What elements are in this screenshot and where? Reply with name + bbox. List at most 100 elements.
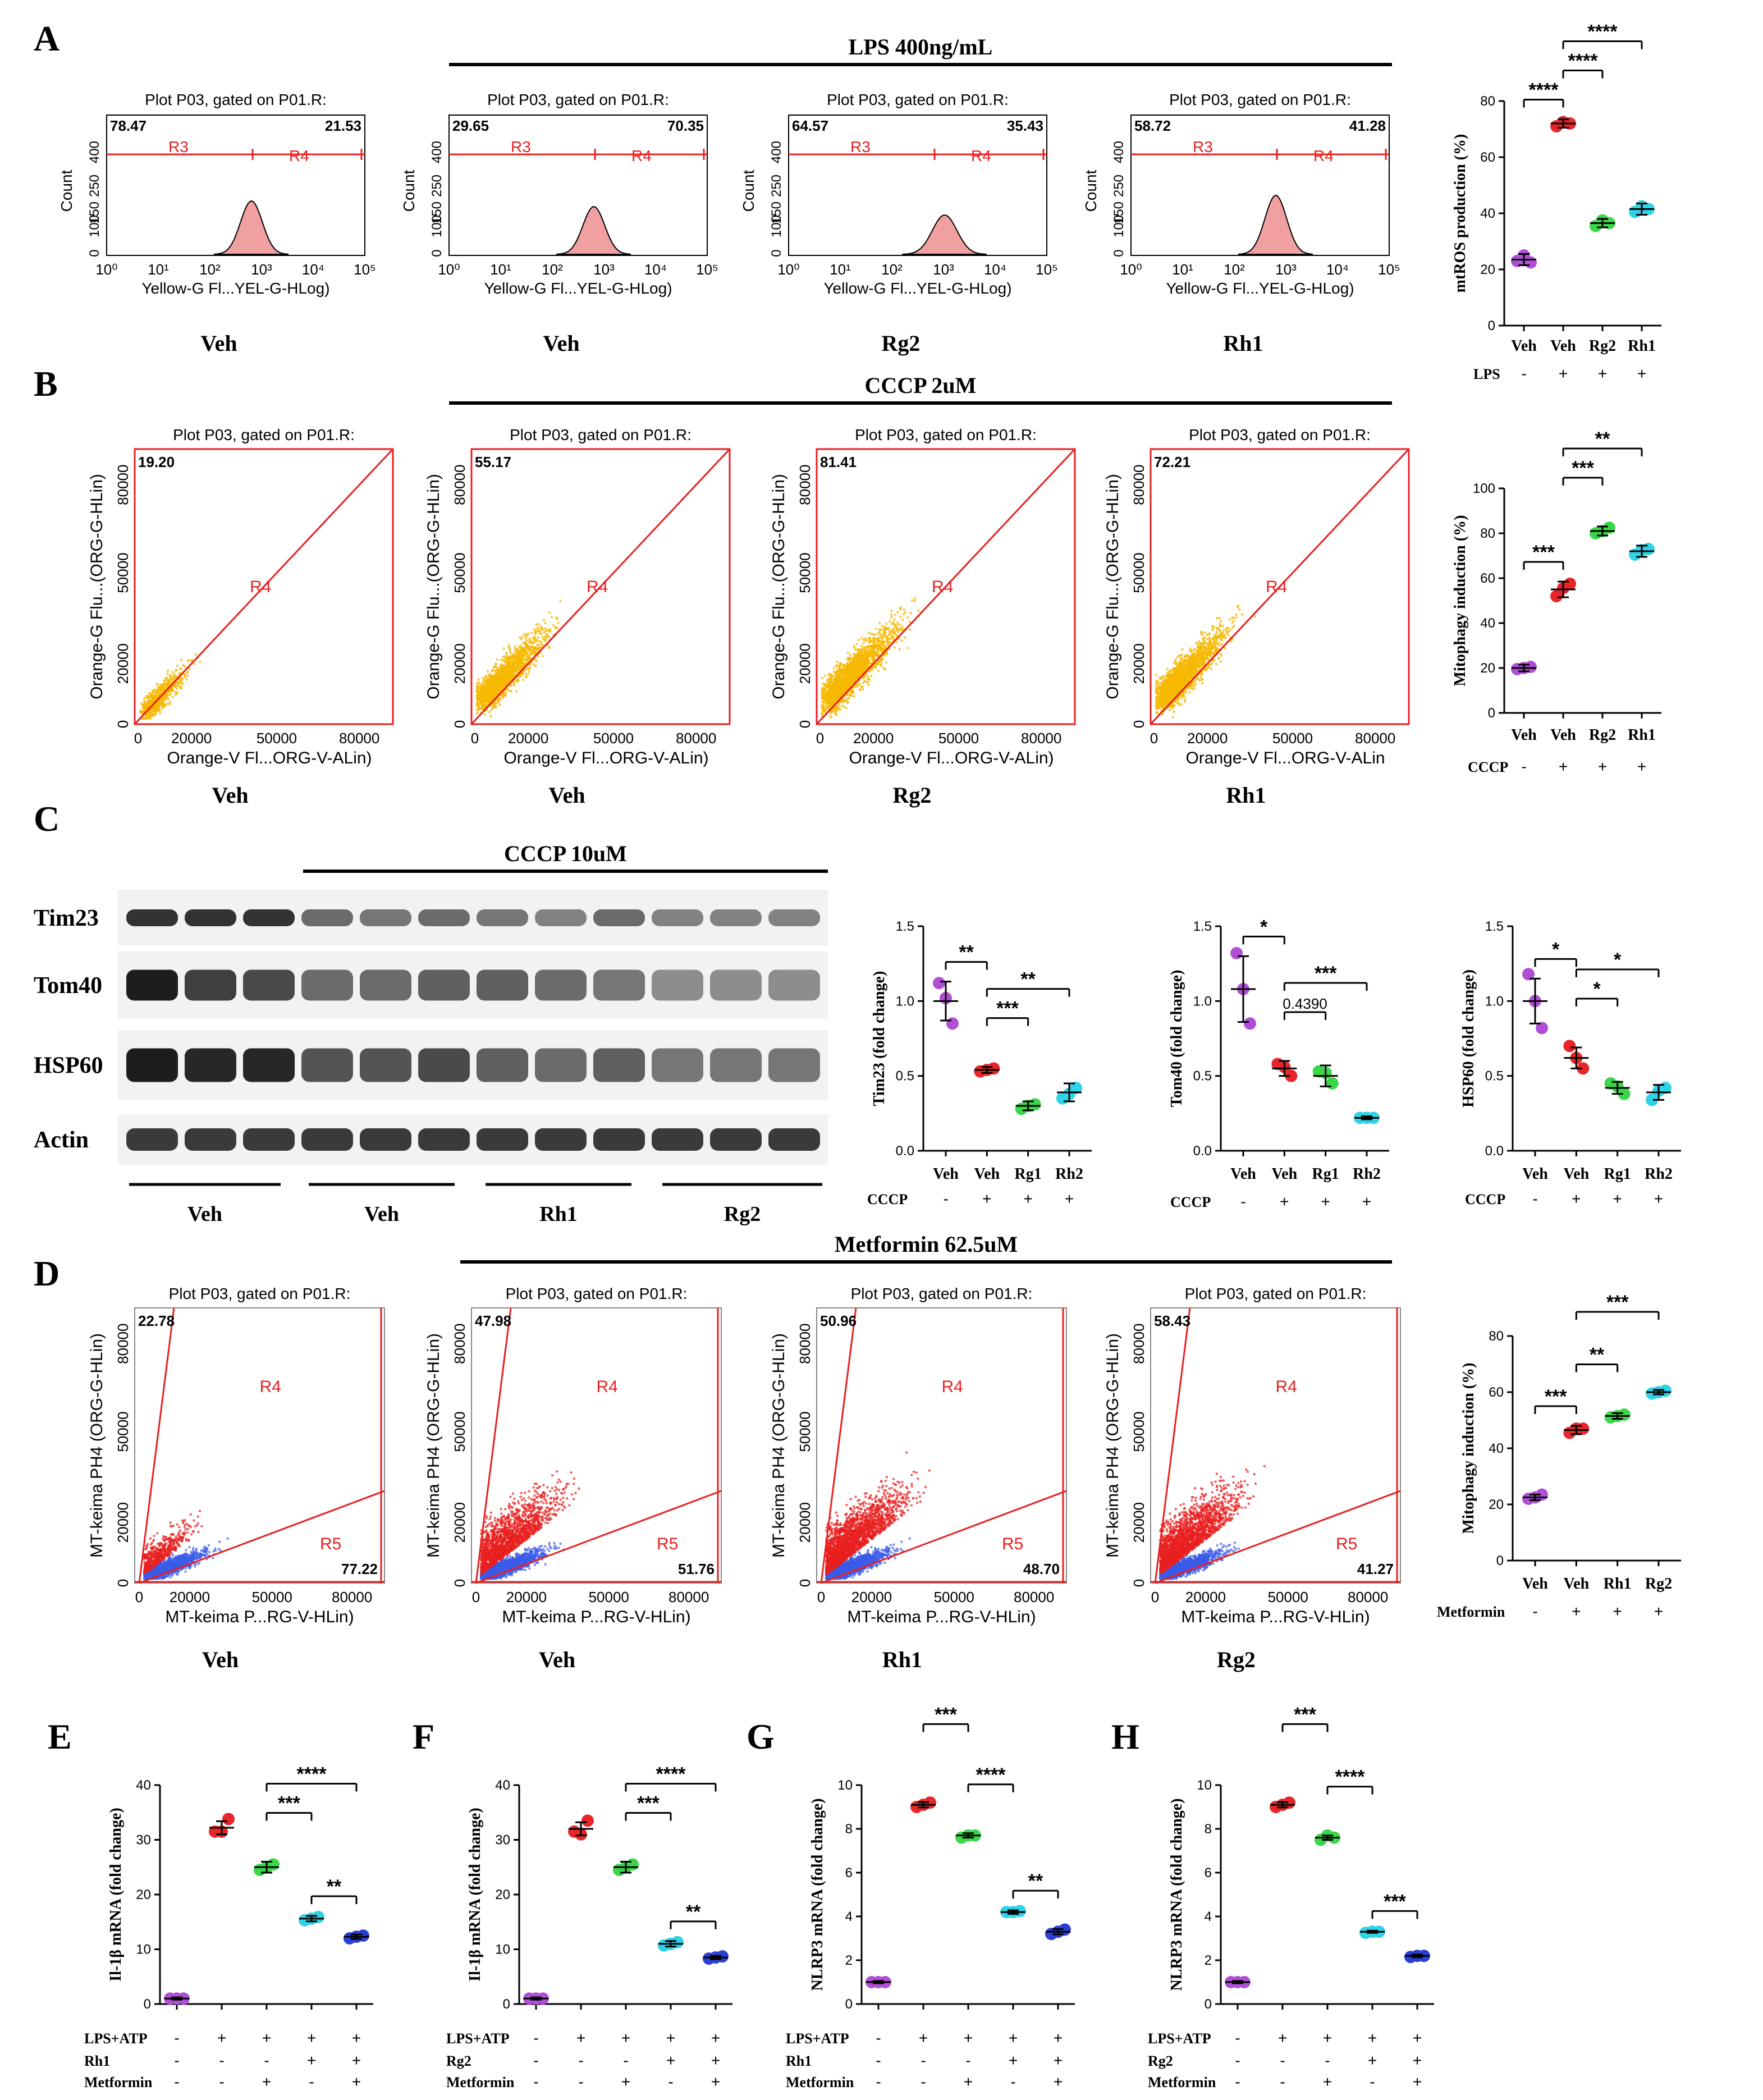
event-dot <box>1203 631 1206 634</box>
event-dot <box>832 697 835 701</box>
event-dot <box>842 676 846 679</box>
event-dot <box>490 708 493 711</box>
event-dot <box>843 670 846 672</box>
event-dot <box>506 664 509 667</box>
event-dot <box>877 644 880 648</box>
event-dot <box>896 623 899 626</box>
event-dot <box>1197 640 1201 643</box>
event-dot <box>1189 647 1192 650</box>
event-dot <box>148 692 151 694</box>
event-dot <box>502 660 506 662</box>
event-dot <box>885 626 887 629</box>
event-dot <box>882 666 885 670</box>
gate-percent: 19.20 <box>138 454 175 470</box>
y-tick: 0 <box>87 249 102 257</box>
event-dot <box>550 616 553 619</box>
gate-label: R4 <box>250 578 271 596</box>
event-dot <box>522 642 525 644</box>
event-dot <box>168 700 171 703</box>
event-dot <box>833 680 836 683</box>
event-dot <box>176 664 179 667</box>
event-dot <box>867 683 870 687</box>
event-dot <box>827 694 830 697</box>
event-dot <box>862 638 865 641</box>
event-dot <box>162 685 166 688</box>
event-dot <box>510 655 513 658</box>
event-dot <box>826 702 830 704</box>
event-dot <box>862 647 865 649</box>
event-dot <box>821 713 824 716</box>
event-dot <box>163 683 166 686</box>
y-tick: 100 <box>769 215 784 237</box>
event-dot <box>881 637 885 639</box>
event-dot <box>477 706 480 709</box>
event-dot <box>140 702 143 705</box>
event-dot <box>843 689 846 692</box>
event-dot <box>836 670 839 672</box>
event-dot <box>849 653 852 657</box>
y-tick: 80000 <box>796 465 813 505</box>
event-dot <box>890 613 893 616</box>
event-dot <box>900 639 903 642</box>
event-dot <box>849 694 851 697</box>
event-dot <box>537 655 539 658</box>
event-dot <box>533 647 536 650</box>
event-dot <box>528 656 530 659</box>
event-dot <box>899 623 901 626</box>
event-dot <box>163 679 166 682</box>
event-dot <box>857 672 860 675</box>
event-dot <box>184 675 186 679</box>
plot-title: Plot P03, gated on P01.R: <box>855 426 1037 443</box>
event-dot <box>824 687 827 690</box>
event-dot <box>853 652 855 656</box>
plot-frame <box>1130 115 1390 256</box>
event-dot <box>839 677 842 680</box>
event-dot <box>514 645 516 648</box>
y-tick: 80000 <box>451 465 468 505</box>
event-dot <box>851 662 854 665</box>
event-dot <box>885 661 888 664</box>
event-dot <box>483 713 487 716</box>
event-dot <box>164 698 167 701</box>
gate-right-percent: 35.43 <box>1007 117 1043 134</box>
event-dot <box>186 671 189 675</box>
event-dot <box>872 658 874 661</box>
event-dot <box>168 702 171 706</box>
event-dot <box>166 702 169 706</box>
event-dot <box>822 682 825 685</box>
y-tick: 20000 <box>115 643 131 684</box>
event-dot <box>481 692 484 695</box>
event-dot <box>495 702 498 705</box>
event-dot <box>894 614 896 617</box>
event-dot <box>525 675 528 678</box>
gate-label: R4 <box>587 578 608 596</box>
gate-left-percent: 29.65 <box>452 117 489 134</box>
event-dot <box>548 611 551 614</box>
y-tick: 400 <box>1111 141 1127 163</box>
x-axis-label: Yellow-G Fl...YEL-G-HLog) <box>141 280 329 297</box>
event-dot <box>502 692 505 695</box>
event-dot <box>860 637 863 639</box>
event-dot <box>496 690 498 693</box>
event-dot <box>829 712 832 715</box>
event-dot <box>508 658 511 661</box>
event-dot <box>510 669 513 671</box>
event-dot <box>825 690 828 693</box>
event-dot <box>862 669 865 671</box>
event-dot <box>858 667 861 670</box>
event-dot <box>478 693 481 696</box>
x-tick: 10⁴ <box>984 261 1006 278</box>
x-axis-label: Orange-V Fl...ORG-V-ALin) <box>167 749 372 767</box>
event-dot <box>557 621 560 624</box>
event-dot <box>531 651 534 654</box>
panel-letter-B: B <box>34 364 58 404</box>
event-dot <box>490 687 493 689</box>
y-tick: 80000 <box>115 465 131 505</box>
event-dot <box>511 671 514 675</box>
event-dot <box>538 632 541 635</box>
event-dot <box>876 637 880 640</box>
event-dot <box>857 660 860 663</box>
event-dot <box>521 635 524 638</box>
event-dot <box>146 702 149 704</box>
event-dot <box>177 681 181 684</box>
